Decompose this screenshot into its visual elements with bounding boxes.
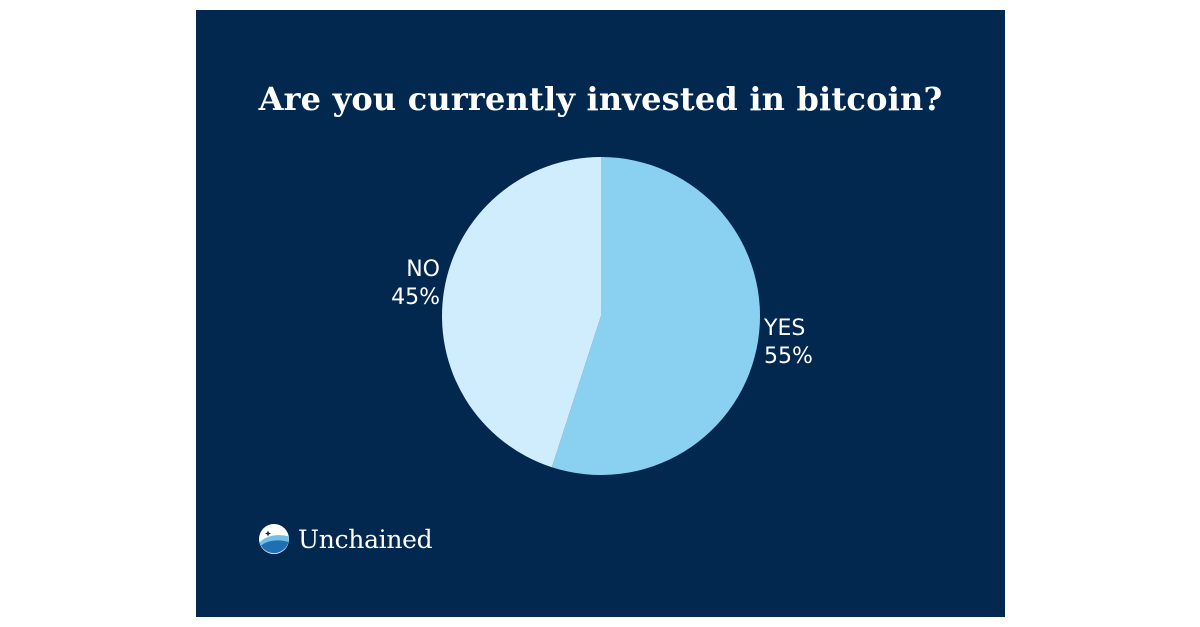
slice-label-no-value: 45% (391, 285, 440, 310)
slice-label-no-name: NO (406, 257, 440, 282)
unchained-logo-icon (259, 524, 289, 554)
slice-label-yes-name: YES (764, 316, 806, 341)
slice-label-yes-value: 55% (764, 344, 813, 369)
chart-title: Are you currently invested in bitcoin? (258, 80, 943, 118)
brand-name: Unchained (298, 524, 433, 554)
pie-slice-no (441, 157, 601, 468)
slice-label-no: NO 45% (386, 256, 440, 312)
chart-card: Are you currently invested in bitcoin? N… (196, 10, 1005, 617)
pie-chart (441, 157, 760, 475)
pie-slice-yes (551, 157, 760, 475)
slice-label-yes: YES 55% (764, 315, 813, 371)
brand-logo: Unchained (258, 522, 433, 556)
